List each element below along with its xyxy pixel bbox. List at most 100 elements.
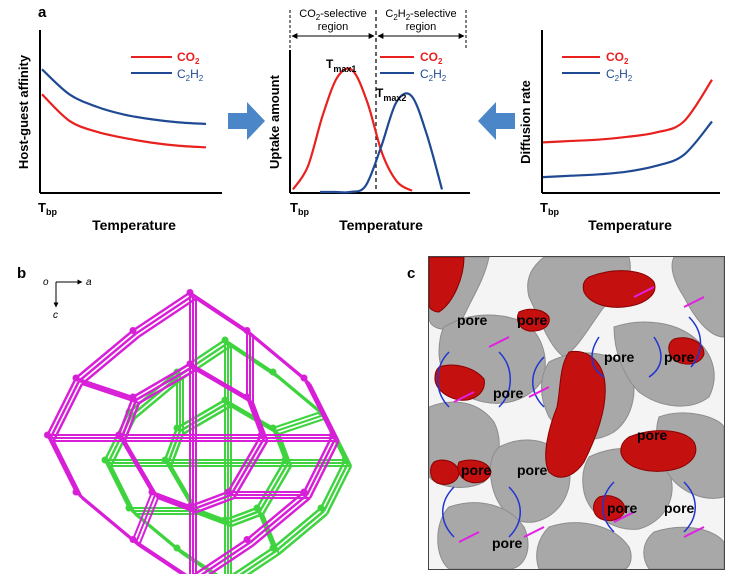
framework-bond [231, 546, 274, 574]
series-line-co2 [41, 93, 207, 149]
chart2-ylabel: Uptake amount [267, 74, 282, 169]
framework-bond [52, 440, 84, 499]
framework-bond [163, 427, 179, 461]
framework-bond [322, 462, 350, 512]
framework-node [269, 544, 277, 552]
svg-text:C2H2: C2H2 [420, 67, 447, 83]
chart1-plot [41, 68, 207, 149]
pore-label: pore [517, 462, 548, 478]
framework-bond [52, 383, 84, 442]
framework-node [257, 431, 265, 439]
framework-bond [325, 465, 353, 515]
panel-label-a: a [38, 4, 47, 21]
framework-bond [207, 544, 254, 574]
framework-bond [278, 417, 328, 435]
legend-co2-text: CO2 [177, 50, 200, 66]
framework-bond [81, 497, 140, 547]
arrow-right-icon [228, 102, 265, 140]
framework-bond [75, 377, 134, 398]
legend-c2h2-text: C2H2 [177, 67, 204, 83]
framework-bond [132, 538, 188, 574]
panel-label-b: b [17, 265, 27, 282]
axis-indicator: o a c [43, 277, 92, 321]
framework-node [300, 374, 308, 382]
framework-bond [128, 371, 178, 413]
framework-bond [232, 440, 269, 499]
framework-node [221, 516, 229, 524]
framework-bond [46, 434, 78, 493]
framework-bond [138, 497, 159, 546]
framework-bond [192, 506, 226, 522]
chart2-xlabel: Temperature [339, 217, 423, 233]
framework-node [300, 488, 308, 496]
framework-node [269, 368, 277, 376]
pore-label: pore [637, 427, 668, 443]
framework-node [173, 544, 181, 552]
framework-bond [117, 396, 135, 436]
chart1-ylabel: Host-guest affinity [16, 54, 31, 169]
framework-node [253, 504, 261, 512]
series-line-co2 [542, 79, 713, 144]
framework-bond [239, 549, 277, 574]
framework-bond [179, 401, 229, 433]
framework-node [161, 456, 169, 464]
svg-text:C2H2: C2H2 [606, 67, 633, 83]
svg-text:region: region [406, 21, 437, 33]
framework-bond [138, 544, 185, 574]
framework-bond [252, 335, 311, 385]
framework-bond [302, 434, 334, 493]
framework-bond [272, 507, 322, 549]
framework-bond [305, 437, 337, 496]
chart1-xlabel: Temperature [92, 217, 176, 233]
framework-bond [319, 459, 347, 509]
framework-bond [200, 541, 251, 574]
framework-bond [302, 377, 334, 436]
pore-label: pore [604, 349, 635, 365]
pore-surface [429, 257, 724, 569]
framework-node [243, 536, 251, 543]
framework-bond [256, 507, 274, 549]
framework-bond [308, 440, 340, 499]
framework-node [221, 396, 229, 404]
pore-label: pore [607, 500, 638, 516]
framework-bond [81, 383, 140, 404]
framework-node [129, 327, 137, 334]
pore-label: pore [461, 462, 492, 478]
framework-node [148, 488, 156, 496]
peak-label-1: Tmax1 [326, 57, 356, 74]
framework-bond [106, 462, 134, 512]
framework-bond [192, 538, 248, 574]
framework-bond [132, 491, 153, 540]
framework-bond [246, 491, 305, 541]
framework-bond [135, 365, 194, 402]
framework-node [341, 456, 349, 464]
pore-label: pore [457, 312, 488, 328]
framework-node [129, 393, 137, 401]
framework-bond [258, 462, 290, 512]
framework-node [72, 488, 80, 496]
chart2-tbp: Tbp [290, 200, 309, 217]
framework-node [186, 502, 194, 510]
pore-label-extra: pore [492, 535, 523, 551]
framework-bond [271, 427, 287, 461]
chart3-xlabel: Temperature [588, 217, 672, 233]
framework-bond [135, 494, 156, 543]
svg-text:c: c [53, 310, 58, 321]
framework-bond [246, 552, 280, 574]
series-line-c2h2 [319, 92, 444, 194]
framework-node [243, 393, 251, 401]
series-line-c2h2 [542, 120, 713, 179]
chart2-plot [292, 67, 444, 194]
panel-label-c: c [407, 265, 416, 282]
chart2-axes [289, 10, 470, 194]
framework-bond [259, 510, 277, 552]
framework-node [173, 424, 181, 432]
panel-c-pore-image: pore pore pore pore pore pore pore pore … [428, 256, 725, 570]
chart3-tbp: Tbp [540, 200, 559, 217]
svg-text:o: o [43, 277, 49, 288]
framework-bond [75, 329, 134, 379]
framework-bond [131, 374, 181, 416]
series-line-co2 [292, 67, 413, 192]
chart3-axes [541, 30, 720, 194]
svg-text:CO2: CO2 [606, 50, 629, 66]
